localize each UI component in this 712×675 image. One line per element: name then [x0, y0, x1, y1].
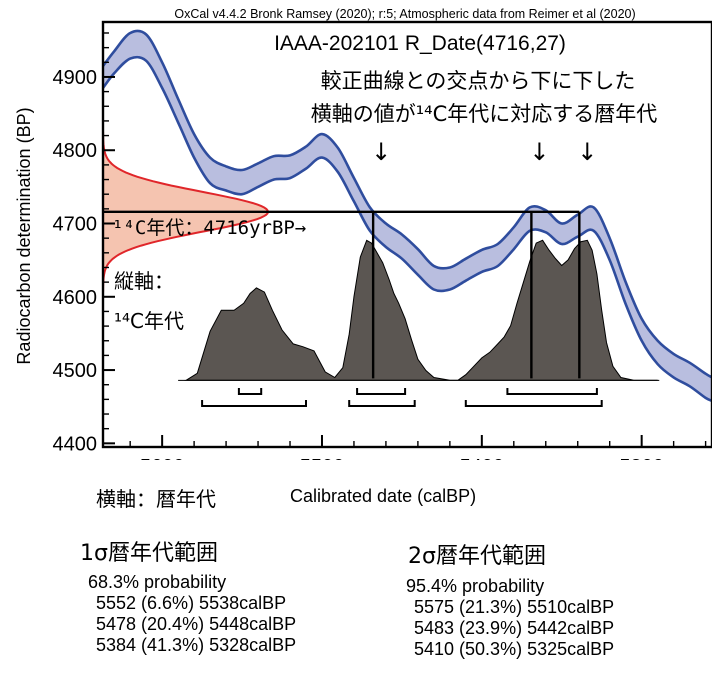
y-tick-label-4800: 4800 — [53, 140, 98, 162]
intersection-arrow-1: ↓ — [371, 138, 391, 166]
plot-frame — [101, 20, 712, 449]
vertical-axis-note-1: 縦軸： — [114, 269, 174, 293]
sigma2-range-3: 5410 (50.3%) 5325calBP — [414, 639, 615, 659]
sigma2-probability: 95.4% probability — [406, 576, 545, 596]
x-tick-label-5400: 5400 — [460, 456, 505, 460]
y-axis-label: Radiocarbon determination (BP) — [14, 107, 34, 364]
intersection-arrow-3: ↓ — [577, 138, 597, 166]
sigma2-range-2: 5483 (23.9%) 5442calBP — [414, 618, 615, 638]
annotation-explain-1: 較正曲線との交点から下に下した — [321, 69, 636, 93]
annotation-explain-2: 横軸の値が¹⁴C年代に対応する暦年代 — [311, 102, 658, 126]
chart-title: IAAA-202101 R_Date(4716,27) — [274, 32, 566, 55]
vertical-axis-note-2: ¹⁴C年代 — [114, 309, 184, 333]
x-tick-label-5300: 5300 — [619, 456, 664, 460]
x-tick-label-5500: 5500 — [300, 456, 345, 460]
sigma2-results: 95.4% probability 5575 (21.3%) 5510calBP… — [406, 576, 614, 660]
oxcal-header: OxCal v4.4.2 Bronk Ramsey (2020); r:5; A… — [174, 7, 635, 21]
sigma2-range-1: 5575 (21.3%) 5510calBP — [414, 597, 615, 617]
horizontal-axis-note: 横軸：暦年代 — [96, 487, 216, 511]
sigma1-range-2: 5478 (20.4%) 5448calBP — [96, 614, 297, 634]
range-1sigma-1 — [237, 388, 263, 395]
calibration-curve-lower — [103, 55, 712, 403]
sigma1-range-3: 5384 (41.3%) 5328calBP — [96, 635, 297, 655]
y-tick-label-4900: 4900 — [53, 67, 98, 89]
sigma1-results: 68.3% probability 5552 (6.6%) 5538calBP … — [88, 572, 296, 656]
range-1sigma-3 — [506, 388, 598, 395]
y-tick-label-4400: 4400 — [53, 433, 98, 455]
intersection-arrow-2: ↓ — [529, 138, 549, 166]
sigma1-range-1: 5552 (6.6%) 5538calBP — [96, 593, 287, 613]
range-2sigma-3 — [464, 400, 603, 407]
range-1sigma-2 — [356, 388, 407, 395]
range-2sigma-2 — [348, 400, 416, 407]
calibration-curve-upper — [103, 29, 712, 379]
range-2sigma-1 — [201, 400, 307, 407]
y-tick-label-4600: 4600 — [53, 287, 98, 309]
x-tick-label-5600: 5600 — [140, 456, 185, 460]
sigma1-probability: 68.3% probability — [88, 572, 227, 592]
sigma2-title: 2σ暦年代範囲 — [408, 544, 546, 569]
c14-age-label: ¹⁴C年代：4716yrBP→ — [112, 217, 306, 239]
x-axis-label: Calibrated date (calBP) — [290, 486, 477, 506]
y-tick-label-4700: 4700 — [53, 214, 98, 236]
y-tick-label-4500: 4500 — [53, 360, 98, 382]
calibration-chart: 4400 4500 4600 4700 4800 4900 5600 5500 5400 5300… — [14, 7, 712, 460]
sigma1-title: 1σ暦年代範囲 — [80, 541, 218, 566]
